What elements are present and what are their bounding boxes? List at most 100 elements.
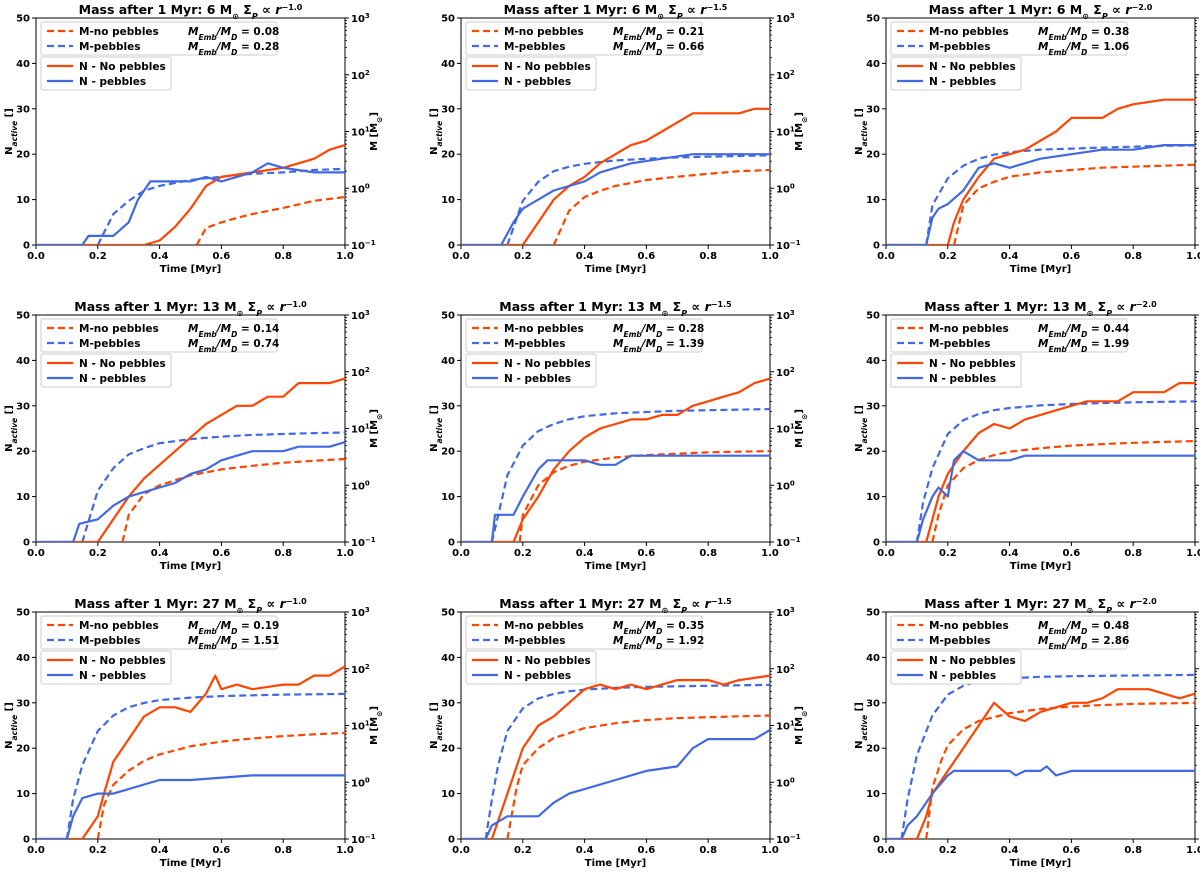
- ylabel-right-main: M [M: [794, 717, 805, 745]
- ylabel-right-main: M [M: [794, 420, 805, 448]
- tick-exp: 2: [790, 69, 795, 77]
- title-unit-sub: ⊙: [1087, 606, 1094, 615]
- panel-6: Mass after 1 Myr: 13 M⊙ ΣP ∝ r−2.00.0 0.2…: [854, 299, 1200, 572]
- legend-label-n-no-pebbles: N - No pebbles: [929, 655, 1016, 667]
- ratio-m: M: [188, 26, 199, 38]
- tick-base: 10: [351, 71, 365, 82]
- ratio-d: D: [656, 330, 662, 339]
- x-tick-label: 0.6: [213, 548, 231, 559]
- y-tick-label-left: 50: [866, 14, 880, 25]
- panel-5: Mass after 1 Myr: 13 M⊙ ΣP ∝ r−1.50.0 0.2…: [429, 299, 809, 572]
- y-tick-label-left: 30: [441, 698, 455, 709]
- title-mass: 27: [202, 596, 219, 611]
- legend-mass-box: [890, 318, 1128, 353]
- series-m-pebbles: [81, 431, 345, 542]
- x-axis-label: Time [Myr]: [1010, 561, 1071, 572]
- tick-base: 10: [351, 722, 365, 733]
- tick-base: 10: [351, 184, 365, 195]
- title-unit-sub: ⊙: [657, 12, 664, 21]
- tick-exp: 1: [365, 423, 370, 431]
- title-mass: 13: [627, 299, 644, 314]
- x-tick-label: 0.4: [576, 845, 594, 856]
- legend-ratio-no-pebbles: MEmb/MD = 0.28: [613, 323, 704, 339]
- legend-label-n-no-pebbles: N - No pebbles: [504, 655, 591, 667]
- tick-exp: 3: [790, 606, 795, 614]
- x-tick-label: 0.6: [1063, 548, 1081, 559]
- title-mass: 6: [1057, 2, 1066, 17]
- tick-exp: 2: [365, 69, 370, 77]
- ratio-d: D: [656, 48, 662, 57]
- series-m-no-pebbles: [121, 457, 345, 542]
- x-tick-label: 1.0: [761, 548, 779, 559]
- x-tick-label: 1.0: [761, 251, 779, 262]
- x-tick-label: 0.2: [939, 548, 957, 559]
- x-tick-label: 0.2: [514, 251, 532, 262]
- title-unit: M: [645, 596, 662, 611]
- y-tick-label-right: 101: [776, 720, 795, 733]
- ratio-slash: /M: [215, 620, 232, 632]
- series-n-pebbles: [461, 153, 770, 245]
- ratio-value: 0.44: [1103, 323, 1129, 335]
- title-unit: M: [645, 299, 662, 314]
- legend-number-box: [40, 650, 172, 685]
- tick-base: 10: [351, 311, 365, 322]
- ratio-slash: /M: [215, 323, 232, 335]
- ratio-slash: /M: [640, 635, 657, 647]
- title-prop: ∝ r: [687, 596, 712, 611]
- panel-4: Mass after 1 Myr: 13 M⊙ ΣP ∝ r−1.00.0 0.2…: [4, 299, 384, 572]
- y-axis-label-left: Nactive []: [854, 405, 869, 452]
- legend-label-n-no-pebbles: N - No pebbles: [504, 358, 591, 370]
- title-prop: ∝ r: [262, 299, 287, 314]
- ratio-m: M: [1038, 41, 1049, 53]
- ratio-eq: =: [1087, 338, 1103, 350]
- tick-base: 10: [351, 425, 365, 436]
- ylabel-left-sub: active: [10, 121, 19, 147]
- ratio-value: 0.48: [1103, 620, 1129, 632]
- x-tick-label: 0.4: [1001, 845, 1019, 856]
- ratio-eq: =: [1087, 41, 1103, 53]
- title-sigma-sub: P: [1102, 12, 1108, 21]
- y-axis-label-left: Nactive []: [854, 702, 869, 749]
- legend-label-m-no-pebbles: M-no pebbles: [79, 620, 159, 632]
- ratio-d: D: [231, 48, 237, 57]
- series-n-pebbles: [36, 774, 345, 839]
- ratio-eq: =: [662, 41, 678, 53]
- y-axis-label-right: M [M⊙]: [369, 706, 384, 745]
- y-axis-label-right: M [M⊙]: [794, 409, 809, 448]
- ylabel-right-main: M [M: [369, 717, 380, 745]
- y-tick-label-left: 50: [16, 14, 30, 25]
- legend-ratio-pebbles: MEmb/MD = 1.99: [1038, 338, 1129, 354]
- y-tick-label-left: 0: [448, 241, 455, 252]
- y-tick-label-left: 30: [866, 104, 880, 115]
- ylabel-right-main: M [M: [369, 420, 380, 448]
- ylabel-left-main: N: [4, 443, 15, 451]
- legend-number: N - No pebbles N - pebbles: [465, 650, 597, 685]
- panel-title: Mass after 1 Myr: 13 M⊙ ΣP ∝ r−2.0: [924, 299, 1157, 318]
- y-tick-label-right: 100: [351, 182, 370, 195]
- title-exponent: −2.0: [1131, 3, 1152, 12]
- title-unit: M: [1065, 2, 1082, 17]
- y-tick-label-left: 0: [23, 538, 30, 549]
- y-axis-label-left: Nactive []: [854, 108, 869, 155]
- legend-number: N - No pebbles N - pebbles: [890, 650, 1022, 685]
- ratio-eq: =: [662, 26, 678, 38]
- ratio-value: 0.66: [678, 41, 704, 53]
- ratio-d: D: [231, 330, 237, 339]
- title-exponent: −1.0: [286, 300, 307, 309]
- title-prop: ∝ r: [1108, 2, 1133, 17]
- legend-number: N - No pebbles N - pebbles: [40, 56, 172, 91]
- series-m-no-pebbles: [552, 168, 770, 245]
- x-tick-label: 0.6: [638, 845, 656, 856]
- series-n-pebbles: [886, 450, 1195, 542]
- title-exponent: −2.0: [1136, 597, 1157, 606]
- title-unit: M: [220, 596, 237, 611]
- series-m-pebbles: [915, 400, 1195, 542]
- title-unit: M: [640, 2, 657, 17]
- legend-label-n-no-pebbles: N - No pebbles: [79, 655, 166, 667]
- tick-base: 10: [776, 538, 790, 549]
- tick-base: 10: [351, 368, 365, 379]
- title-prop: ∝ r: [683, 2, 708, 17]
- series-n-no-pebbles: [886, 382, 1195, 542]
